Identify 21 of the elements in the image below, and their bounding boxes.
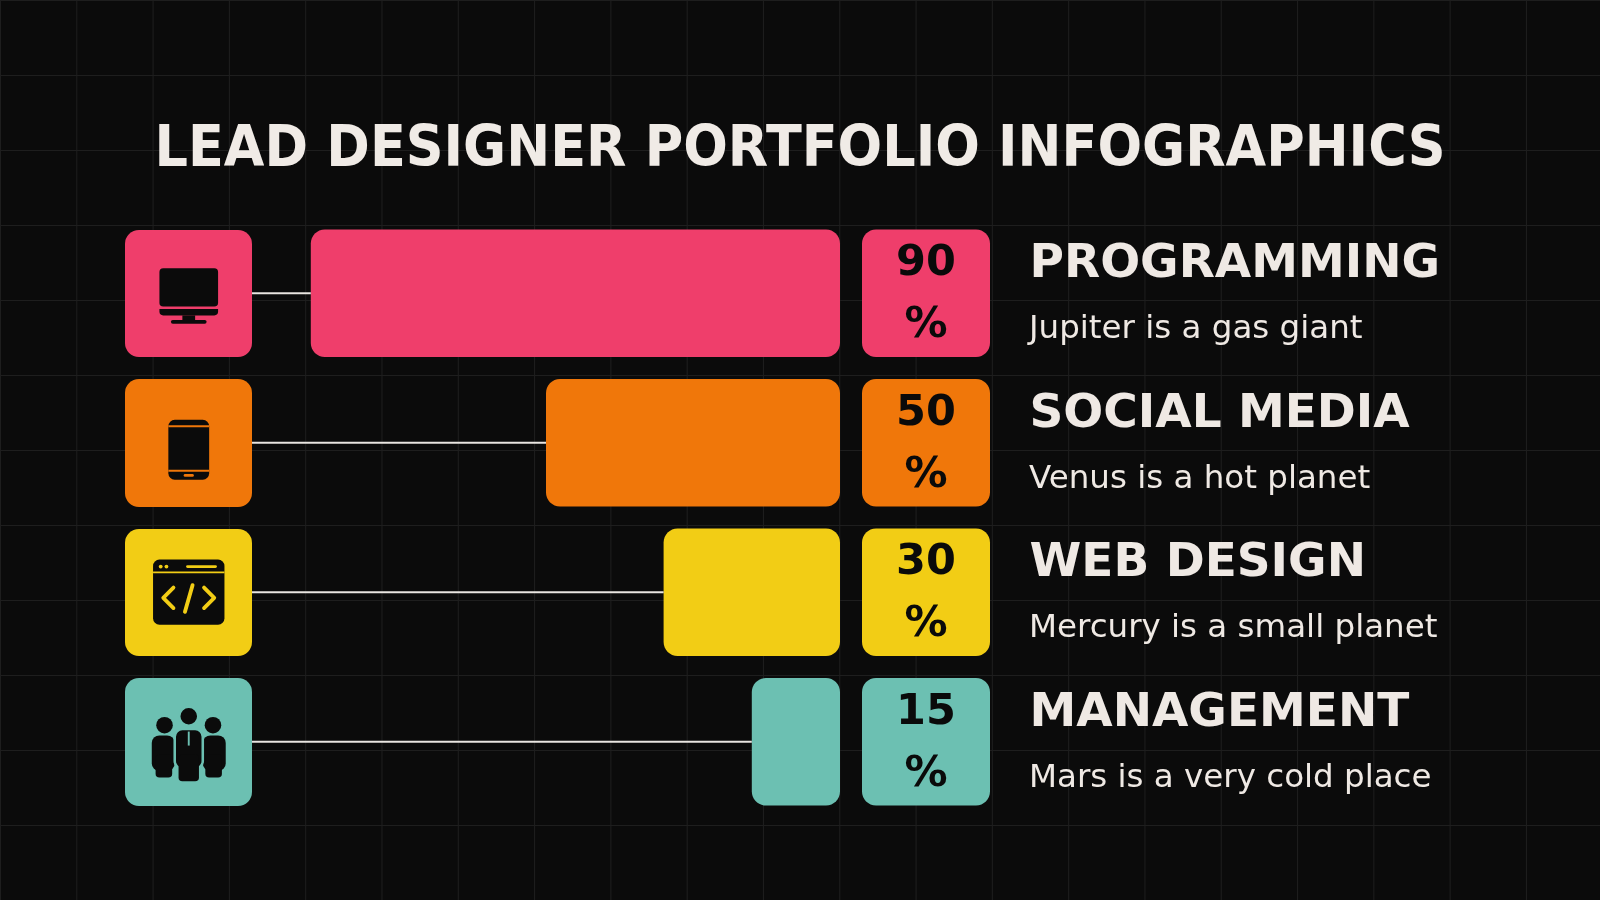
- bar: [663, 528, 840, 657]
- bar: [252, 441, 546, 444]
- bar: [252, 740, 752, 743]
- bar: [546, 379, 840, 507]
- data-label: 50 %: [896, 384, 956, 497]
- text: Jupiter is a gas giant: [1027, 308, 1363, 347]
- bar: [751, 678, 840, 806]
- text: Mercury is a small planet: [1029, 607, 1438, 646]
- data-label: 90 %: [896, 235, 956, 348]
- bar: [252, 591, 664, 594]
- bar: [252, 292, 311, 295]
- y-tick-label: PROGRAMMING: [1029, 233, 1441, 289]
- chart-title: LEAD DESIGNER PORTFOLIO INFOGRAPHICS: [153, 111, 1447, 179]
- bar: [310, 229, 840, 358]
- y-tick-label: SOCIAL MEDIA: [1029, 382, 1411, 438]
- text: Venus is a hot planet: [1029, 457, 1371, 496]
- text: Mars is a very cold place: [1029, 756, 1432, 795]
- data-label: 30 %: [896, 534, 956, 647]
- y-tick-label: MANAGEMENT: [1029, 681, 1410, 737]
- data-label: 15 %: [896, 683, 956, 796]
- y-tick-label: WEB DESIGN: [1029, 532, 1367, 588]
